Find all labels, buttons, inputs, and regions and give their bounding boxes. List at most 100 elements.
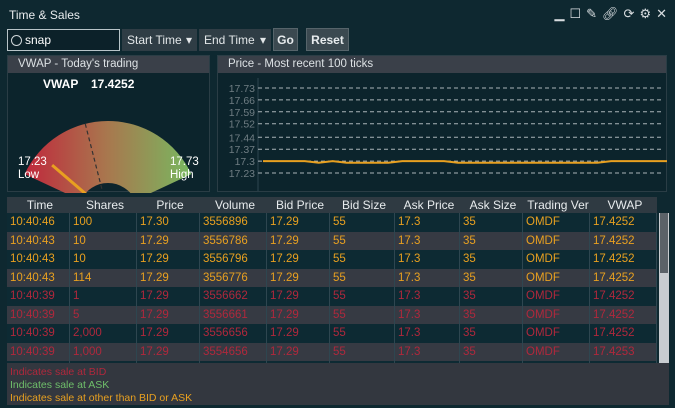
table-cell: OMDF <box>523 268 590 287</box>
y-tick-label: 17.52 <box>229 119 255 131</box>
chevron-down-icon: ▾ <box>185 33 192 47</box>
table-cell: 17.29 <box>267 324 330 343</box>
scrollbar-thumb[interactable] <box>660 213 668 273</box>
table-cell: 17.3 <box>395 250 460 269</box>
table-cell: 10:40:43 <box>7 231 70 250</box>
symbol-search[interactable] <box>7 29 120 51</box>
legend-bid: Indicates sale at BID <box>10 366 107 378</box>
table-row[interactable]: 10:40:39 1 17.29 3556662 17.29 55 17.3 35 OMDF 17… <box>7 287 657 306</box>
table-cell: 3556896 <box>200 213 267 232</box>
table-cell: OMDF <box>523 342 590 361</box>
table-cell: 3556776 <box>200 268 267 287</box>
reset-button[interactable]: Reset <box>306 28 349 51</box>
table-cell: 3554656 <box>200 342 267 361</box>
minimize-icon[interactable]: ▁ <box>554 6 565 21</box>
refresh-icon[interactable]: ⟳ <box>623 6 635 21</box>
table-cell: OMDF <box>523 305 590 324</box>
table-row[interactable]: 10:40:46 100 17.30 3556896 17.29 55 17.3 35 OMDF… <box>7 213 657 232</box>
window-title: Time & Sales <box>9 8 80 22</box>
table-cell: 17.4253 <box>590 361 657 363</box>
y-tick-label: 17.23 <box>229 168 255 180</box>
column-header[interactable]: VWAP <box>607 198 643 212</box>
table-cell: 17.3 <box>395 287 460 306</box>
column-header[interactable]: Shares <box>85 198 125 212</box>
column-header[interactable]: Price <box>156 198 184 212</box>
table-row[interactable]: 10:40:43 10 17.29 3556796 17.29 55 17.3 35 OMDF 1… <box>7 250 657 269</box>
table-cell: OMDF <box>523 324 590 343</box>
link-icon[interactable]: 🔗︎ <box>602 6 619 21</box>
column-header[interactable]: Volume <box>214 198 256 212</box>
start-time-dropdown[interactable]: Start Time ▾ <box>122 29 197 51</box>
y-tick-label: 17.37 <box>229 144 255 156</box>
table-cell: OMDF <box>523 287 590 306</box>
table-cell: OMDF <box>523 250 590 269</box>
table-cell: 10:40:39 <box>7 324 70 343</box>
table-row[interactable]: 10:40:39 5 17.29 3556661 17.29 55 17.3 35 OMDF 17… <box>7 305 657 324</box>
high-label: High <box>170 169 194 181</box>
price-panel: Price - Most recent 100 ticks 17.73 17.66… <box>217 55 667 192</box>
go-button[interactable]: Go <box>273 28 298 51</box>
table-cell: 3556661 <box>200 305 267 324</box>
table-cell: 35 <box>460 342 523 361</box>
table-cell: 17.4252 <box>590 250 657 269</box>
table-cell: 35 <box>460 250 523 269</box>
table-cell: 10:40:39 <box>7 305 70 324</box>
table-cell: 17.4252 <box>590 268 657 287</box>
table-cell: 17.3 <box>395 213 460 232</box>
table-cell: 35 <box>460 305 523 324</box>
table-row[interactable]: 10:40:3910017.30355365617.295517.335OMDF… <box>7 361 657 363</box>
table-row[interactable]: 10:40:39 2,000 17.29 3556656 17.29 55 17.3 35 OM… <box>7 324 657 343</box>
table-cell: 17.4252 <box>590 305 657 324</box>
table-cell: 35 <box>460 231 523 250</box>
end-time-dropdown[interactable]: End Time ▾ <box>199 29 271 51</box>
column-header[interactable]: Bid Price <box>275 198 325 212</box>
edit-icon[interactable]: ✎ <box>586 6 598 21</box>
symbol-input[interactable] <box>25 33 105 47</box>
table-cell: 100 <box>70 213 137 232</box>
table-cell: 17.3 <box>395 305 460 324</box>
table-cell: 35 <box>460 361 523 363</box>
table-cell: 3556796 <box>200 250 267 269</box>
y-tick-label: 17.66 <box>229 95 255 107</box>
table-cell: 10:40:43 <box>7 268 70 287</box>
table-cell: 17.29 <box>137 250 200 269</box>
table-cell: 55 <box>330 305 395 324</box>
table-cell: 5 <box>70 305 137 324</box>
table-cell: 17.30 <box>137 213 200 232</box>
search-icon <box>11 34 22 46</box>
maximize-icon[interactable]: ☐ <box>569 6 582 21</box>
table-cell: 35 <box>460 287 523 306</box>
table-cell: 55 <box>330 324 395 343</box>
table-cell: 17.29 <box>267 268 330 287</box>
table-cell: 17.29 <box>267 287 330 306</box>
column-header[interactable]: Ask Size <box>469 198 517 212</box>
table-row[interactable]: 10:40:43 114 17.29 3556776 17.29 55 17.3 35 OMDF… <box>7 268 657 287</box>
table-cell: 55 <box>330 213 395 232</box>
scrollbar[interactable] <box>659 213 669 363</box>
vwap-label: VWAP <box>43 77 78 91</box>
table-cell: 114 <box>70 268 137 287</box>
table-cell: 17.29 <box>137 324 200 343</box>
table-cell: 17.29 <box>267 231 330 250</box>
table-cell: 17.4252 <box>590 287 657 306</box>
table-cell: 10:40:46 <box>7 213 70 232</box>
table-cell: OMDF <box>523 231 590 250</box>
column-header[interactable]: Ask Price <box>403 198 455 212</box>
table-cell: 100 <box>70 361 137 363</box>
column-header[interactable]: Trading Ver <box>527 198 589 212</box>
table-row[interactable]: 10:40:39 1,000 17.29 3554656 17.29 55 17.3 35 OM… <box>7 342 657 361</box>
high-value: 17.73 <box>170 156 199 168</box>
table-cell: 55 <box>330 268 395 287</box>
column-header[interactable]: Bid Size <box>341 198 387 212</box>
close-icon[interactable]: ✕ <box>656 6 667 21</box>
table-cell: 17.4252 <box>590 213 657 232</box>
gear-icon[interactable]: ⚙ <box>639 6 652 21</box>
table-cell: 17.4253 <box>590 342 657 361</box>
table-cell: 17.4252 <box>590 324 657 343</box>
table-row[interactable]: 10:40:43 10 17.29 3556786 17.29 55 17.3 35 OMDF 1… <box>7 231 657 250</box>
table-cell: 35 <box>460 213 523 232</box>
table-cell: 17.3 <box>395 324 460 343</box>
price-line <box>263 160 667 164</box>
table-cell: 10:40:39 <box>7 342 70 361</box>
column-header[interactable]: Time <box>26 198 54 212</box>
